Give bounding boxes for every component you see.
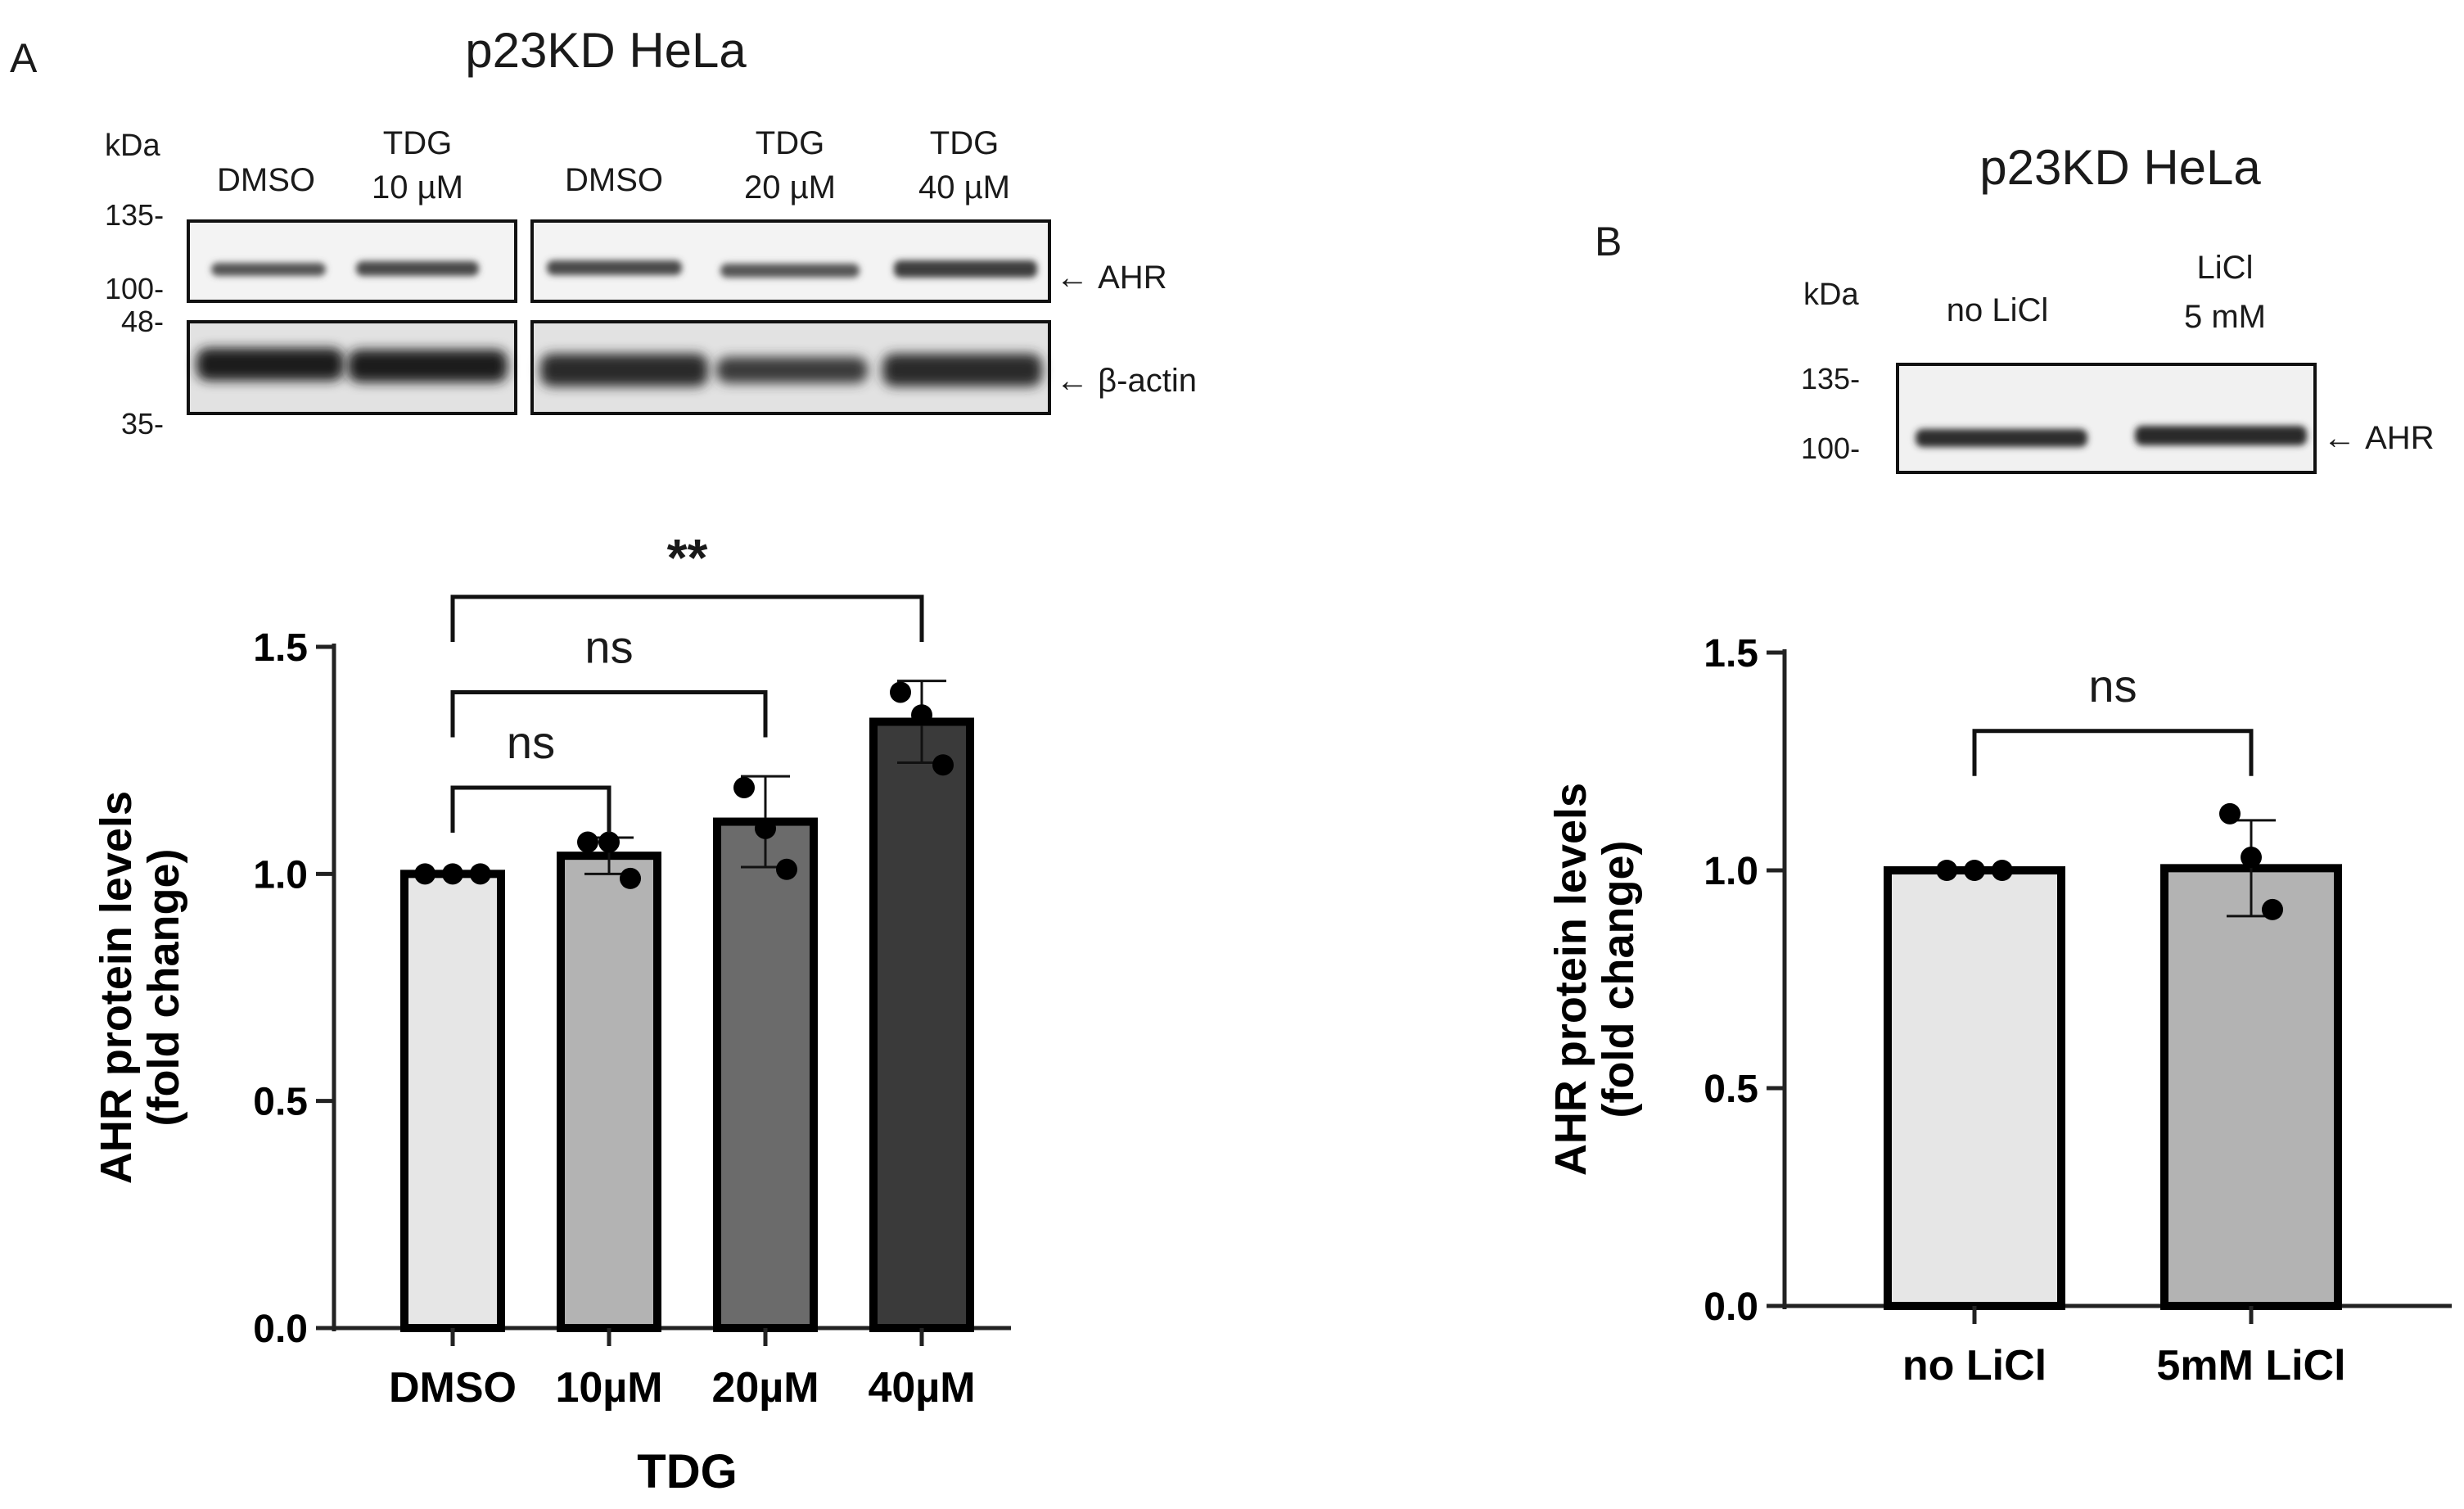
- ahr-blot-b: [1896, 363, 2317, 474]
- marker-135: 135-: [1801, 362, 1860, 395]
- marker-135: 135-: [105, 198, 164, 232]
- data-point: [755, 817, 776, 839]
- data-point: [442, 863, 463, 885]
- y-axis-label: AHR protein levels: [92, 791, 141, 1184]
- panel-a-letter: A: [10, 35, 38, 81]
- data-point: [469, 863, 491, 885]
- lane-label: LiCl: [2197, 250, 2254, 286]
- data-point: [1936, 860, 1958, 881]
- bar: [713, 817, 818, 1332]
- bar: [400, 870, 505, 1333]
- chart-a: 0.0 0.5 1.0 1.5 AHR protein levels(fold chan…: [92, 528, 1011, 1498]
- panel-a-title: p23KD HeLa: [465, 23, 747, 78]
- actin-blot-left: [187, 320, 517, 415]
- data-point: [890, 681, 911, 703]
- x-tick-label: DMSO: [389, 1364, 517, 1412]
- kda-label: kDa: [105, 129, 160, 163]
- y-tick-label: 1.5: [1704, 632, 1758, 675]
- lane-label: TDG: [930, 125, 999, 161]
- lane-label: 10 µM: [372, 169, 463, 206]
- y-tick-label: 1.0: [1704, 850, 1758, 893]
- data-point: [577, 831, 598, 853]
- y-axis-label: AHR protein levels: [1546, 783, 1595, 1176]
- data-point: [620, 867, 641, 889]
- lane-label: no LiCl: [1947, 292, 2049, 328]
- data-point: [598, 831, 620, 853]
- actin-blot-right: [530, 320, 1051, 415]
- y-tick-label: 0.5: [1704, 1068, 1758, 1111]
- y-tick-label: 1.0: [253, 853, 308, 897]
- x-tick-label: no LiCl: [1902, 1342, 2047, 1389]
- marker-100: 100-: [1801, 431, 1860, 465]
- data-point: [2262, 898, 2283, 920]
- x-tick-label: 40µM: [868, 1364, 975, 1412]
- ahr-arrow-label: ← AHR: [1056, 260, 1167, 296]
- ahr-arrow-label: ← AHR: [2323, 420, 2435, 456]
- data-point: [911, 704, 932, 726]
- y-tick-label: 0.5: [253, 1081, 308, 1124]
- significance-bracket: [450, 689, 768, 738]
- chart-b: 0.0 0.5 1.0 1.5 AHR protein levels(fold chan…: [1546, 632, 2452, 1389]
- data-point: [1964, 860, 1985, 881]
- significance-label: ns: [2088, 660, 2137, 712]
- x-tick-label: 5mM LiCl: [2156, 1342, 2345, 1389]
- panel-b-letter: B: [1595, 219, 1622, 264]
- significance-label: ns: [507, 716, 555, 768]
- data-point: [932, 754, 954, 776]
- lane-label: DMSO: [565, 162, 663, 198]
- lane-label: 5 mM: [2184, 299, 2266, 335]
- bar: [869, 717, 974, 1332]
- data-point: [1991, 860, 2013, 881]
- panel-b-title: p23KD HeLa: [1979, 140, 2261, 195]
- actin-arrow-label: ← β-actin: [1056, 363, 1197, 399]
- y-axis-label: (fold change): [139, 849, 188, 1127]
- bar: [2160, 864, 2342, 1310]
- data-point: [733, 776, 755, 798]
- x-tick-label: 10µM: [555, 1364, 662, 1412]
- bar: [1884, 866, 2065, 1310]
- lane-label: TDG: [383, 125, 452, 161]
- x-axis-title: TDG: [637, 1445, 737, 1498]
- significance-label: **: [667, 528, 708, 587]
- data-point: [2219, 802, 2241, 825]
- data-point: [414, 863, 436, 885]
- significance-bracket: [1972, 729, 2254, 776]
- lane-label: 20 µM: [744, 169, 836, 206]
- lane-label: DMSO: [217, 162, 315, 198]
- lane-label: 40 µM: [918, 169, 1010, 206]
- lane-label: TDG: [756, 125, 824, 161]
- significance-bracket: [450, 594, 924, 642]
- marker-100: 100-: [105, 272, 164, 305]
- x-tick-label: 20µM: [711, 1364, 819, 1412]
- ahr-blot-right: [530, 219, 1051, 303]
- significance-label: ns: [584, 621, 633, 672]
- bar: [557, 852, 661, 1332]
- y-tick-label: 0.0: [1704, 1285, 1758, 1329]
- y-axis-label: (fold change): [1594, 841, 1643, 1118]
- y-tick-label: 0.0: [253, 1308, 308, 1351]
- kda-label: kDa: [1803, 278, 1859, 312]
- ahr-blot-left: [187, 219, 517, 303]
- y-tick-label: 1.5: [253, 626, 308, 670]
- data-point: [2241, 847, 2262, 869]
- marker-48: 48-: [121, 305, 164, 338]
- significance-bracket: [450, 785, 611, 833]
- marker-35: 35-: [121, 407, 164, 441]
- data-point: [776, 858, 797, 880]
